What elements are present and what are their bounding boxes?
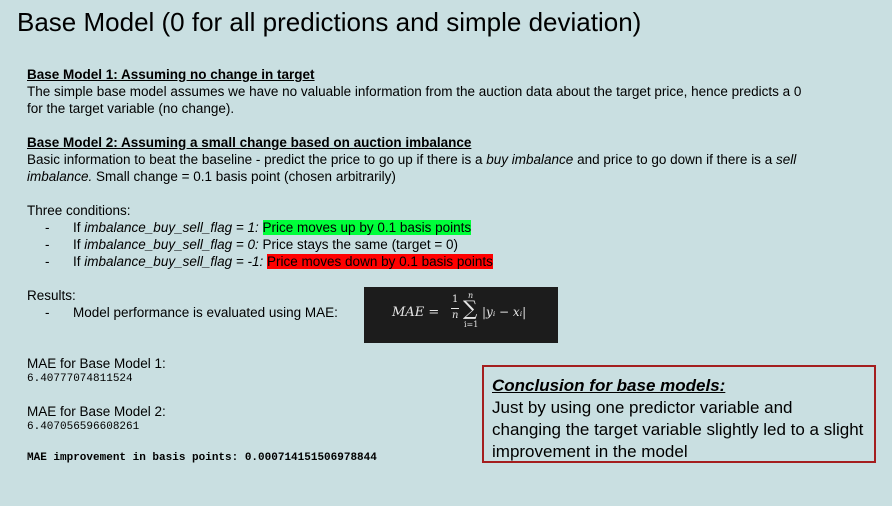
highlight-down: Price moves down by 0.1 basis points [267,254,493,269]
results-item: - Model performance is evaluated using MA… [27,304,338,321]
buy-imbalance-term: buy imbalance [486,152,574,167]
conclusion-box: Conclusion for base models: Just by usin… [482,365,876,463]
results-list: - Model performance is evaluated using MA… [27,304,338,321]
imbalance-term: imbalance. [27,169,93,184]
formula-fraction-bar [451,308,459,309]
results-label: Results: [27,288,76,303]
sigma-icon: ∑ [463,296,478,320]
formula-numerator: 1 [452,294,459,305]
base-model-2-text-line2: imbalance. Small change = 0.1 basis poin… [27,168,796,185]
condition-variable: imbalance_buy_sell_flag = 1: [84,220,259,235]
formula-lhs: MAE = [392,305,440,320]
base-model-1-text-line1: The simple base model assumes we have no… [27,84,802,99]
text-segment: Basic information to beat the baseline -… [27,152,487,167]
condition-item: - If imbalance_buy_sell_flag = -1: Price … [27,253,493,270]
mae-model-1-value: 6.40777074811524 [27,373,133,385]
text-segment: If [73,254,85,269]
bullet-dash: - [45,254,50,269]
condition-variable: imbalance_buy_sell_flag = -1: [84,254,264,269]
text-segment: If [73,237,85,252]
conditions-label: Three conditions: [27,203,131,218]
highlight-up: Price moves up by 0.1 basis points [262,220,472,235]
sell-term: sell [775,152,797,167]
base-model-2-text-line1: Basic information to beat the baseline -… [27,151,796,168]
condition-item: - If imbalance_buy_sell_flag = 1: Price m… [27,219,493,236]
condition-item: - If imbalance_buy_sell_flag = 0: Price s… [27,236,493,253]
conditions-list: - If imbalance_buy_sell_flag = 1: Price m… [27,219,493,270]
base-model-1-text-line2: for the target variable (no change). [27,101,235,116]
formula-denominator: n [452,310,459,321]
mae-model-1-label: MAE for Base Model 1: [27,356,166,371]
base-model-1-heading: Base Model 1: Assuming no change in targ… [27,67,315,82]
mae-formula: MAE = 1 n n ∑ i=1 |yᵢ − xᵢ| [364,287,558,343]
text-segment: Small change = 0.1 basis point (chosen a… [92,169,396,184]
bullet-dash: - [45,220,50,235]
condition-variable: imbalance_buy_sell_flag = 0: [84,237,259,252]
text-segment: and price to go down if there is a [573,152,776,167]
mae-model-2-value: 6.407056596608261 [27,421,140,433]
mae-model-2: MAE for Base Model 2: 6.407056596608261 [27,403,166,435]
bullet-dash: - [45,305,50,320]
results-item-text: Model performance is evaluated using MAE… [73,305,338,320]
conclusion-title: Conclusion for base models: [492,376,726,395]
formula-sum-upper: n [468,291,474,300]
mae-improvement: MAE improvement in basis points: 0.00071… [27,452,377,464]
formula-term: |yᵢ − xᵢ| [482,305,527,319]
base-model-1-section: Base Model 1: Assuming no change in targ… [27,66,801,117]
results-section: Results: - Model performance is evaluated… [27,287,338,321]
conditions-section: Three conditions: - If imbalance_buy_sell… [27,202,493,270]
text-segment: Price stays the same (target = 0) [258,237,458,252]
page-title: Base Model (0 for all predictions and si… [17,7,642,37]
formula-sum-lower: i=1 [464,320,479,329]
bullet-dash: - [45,237,50,252]
mae-model-1: MAE for Base Model 1: 6.40777074811524 [27,355,166,387]
text-segment [259,220,263,235]
base-model-2-section: Base Model 2: Assuming a small change ba… [27,134,796,185]
base-model-2-heading: Base Model 2: Assuming a small change ba… [27,135,472,150]
conclusion-body: Just by using one predictor variable and… [492,398,864,461]
mae-model-2-label: MAE for Base Model 2: [27,404,166,419]
text-segment: If [73,220,85,235]
